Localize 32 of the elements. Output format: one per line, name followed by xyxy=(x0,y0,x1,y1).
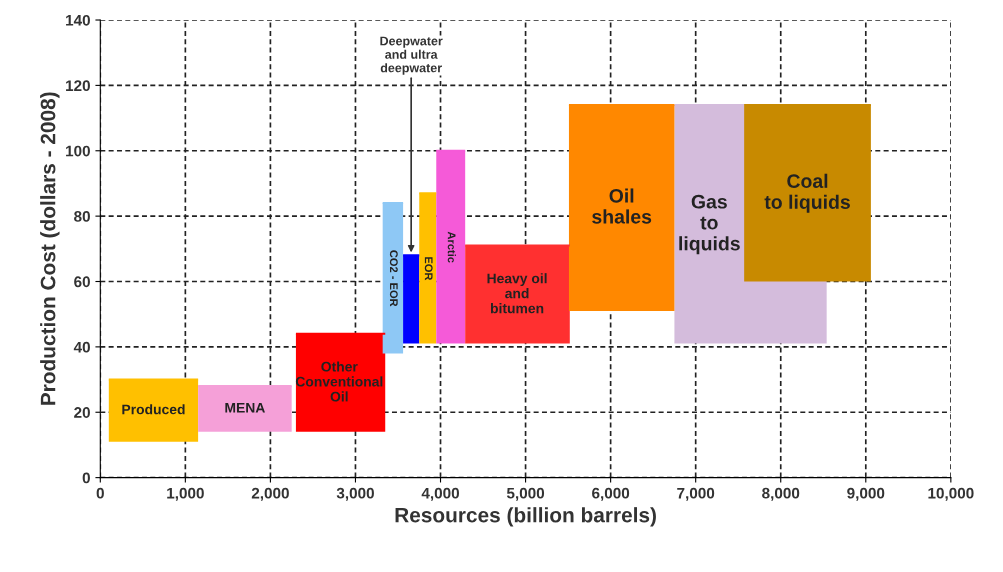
y-tick-label: 0 xyxy=(82,472,90,484)
series-label: MENA xyxy=(225,403,265,413)
series-label: CO2 - EOR xyxy=(389,250,398,307)
y-tick-label: 40 xyxy=(73,341,90,353)
x-tick-label: 0 xyxy=(96,487,104,499)
x-tick-label: 9,000 xyxy=(847,487,885,501)
x-tick-label: 8,000 xyxy=(762,487,800,501)
x-axis-title: Resources (billion barrels) xyxy=(395,507,656,527)
series-label: Arctic xyxy=(447,231,456,263)
y-tick-label: 100 xyxy=(66,145,90,157)
series-label: EOR xyxy=(424,257,433,281)
x-tick-label: 7,000 xyxy=(677,487,715,501)
x-tick-label: 1,000 xyxy=(167,487,204,501)
series-label: Coal to liquids xyxy=(764,173,850,213)
y-tick-label: 120 xyxy=(66,80,90,92)
y-tick-label: 60 xyxy=(74,276,90,288)
x-tick-label: 5,000 xyxy=(506,487,545,501)
x-tick-label: 10,000 xyxy=(928,487,974,501)
y-axis-title: Production Cost (dollars - 2008) xyxy=(40,92,60,405)
series-label: Produced xyxy=(122,404,185,415)
x-tick-label: 6,000 xyxy=(592,487,630,501)
x-tick-label: 3,000 xyxy=(336,487,374,501)
y-tick-label: 80 xyxy=(74,211,90,222)
x-tick-label: 4,000 xyxy=(421,487,460,501)
series-label: Gas to liquids xyxy=(679,194,740,255)
y-tick-label: 140 xyxy=(66,14,90,26)
series-label: Oil shales xyxy=(592,188,652,224)
annotation: Deepwater and ultra deepwater xyxy=(380,36,443,75)
series-label: Other Conventional Oil xyxy=(295,361,383,402)
x-tick-label: 2,000 xyxy=(251,487,289,501)
series-label: Heavy oil and bitumen xyxy=(487,273,547,314)
y-tick-label: 20 xyxy=(74,407,90,418)
